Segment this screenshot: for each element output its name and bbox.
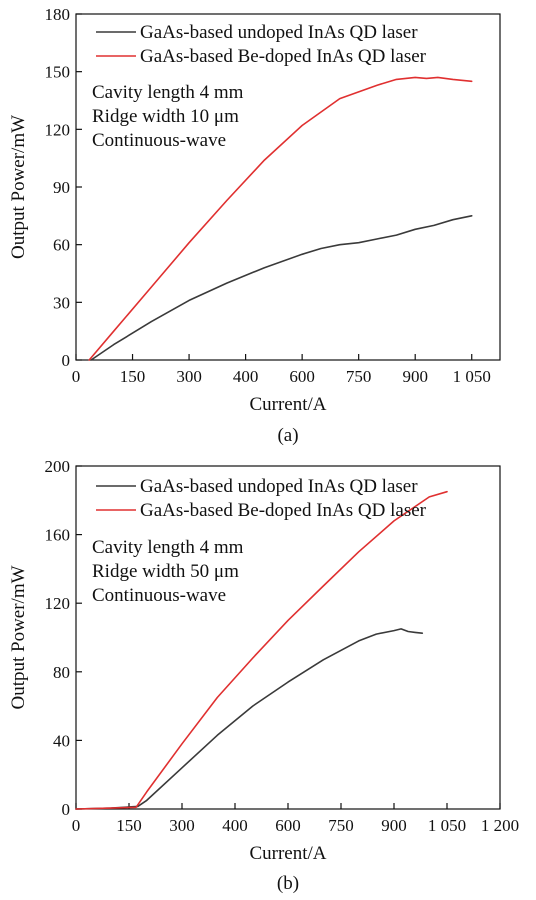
x-tick-label: 600 — [275, 816, 301, 835]
x-tick-label: 900 — [381, 816, 407, 835]
x-tick-label: 750 — [346, 367, 372, 386]
x-axis-title: Current/A — [249, 394, 326, 415]
legend: GaAs-based undoped InAs QD laser GaAs-bas… — [96, 476, 427, 521]
y-tick-label: 150 — [45, 63, 71, 82]
annotation-text: Continuous-wave — [92, 585, 226, 606]
annotation-text: Cavity length 4 mm — [92, 537, 244, 558]
x-tick-label: 750 — [328, 816, 354, 835]
y-tick-label: 120 — [45, 594, 71, 613]
series-line-be-doped — [88, 76, 473, 361]
chart-panel-b: 0 150 300 400 600 750 900 1 050 1 200 0 40 80 120 160… — [8, 457, 519, 894]
legend-entry: GaAs-based undoped InAs QD laser — [140, 22, 418, 43]
chart-panel-a: 0 150 300 400 600 750 900 1 050 0 30 60 90 120 150 180… — [8, 5, 501, 446]
x-axis-title: Current/A — [249, 843, 326, 864]
legend: GaAs-based undoped InAs QD laser GaAs-bas… — [96, 22, 427, 67]
x-tick-label: 150 — [120, 367, 146, 386]
x-tick-label: 0 — [72, 816, 81, 835]
x-tick-label: 400 — [222, 816, 248, 835]
x-tick-label: 300 — [169, 816, 195, 835]
panel-label: (b) — [277, 873, 299, 894]
y-tick-label: 180 — [45, 5, 71, 24]
y-tick-label: 160 — [45, 526, 71, 545]
x-tick-label: 0 — [72, 367, 81, 386]
y-tick-label: 40 — [53, 731, 70, 750]
legend-entry: GaAs-based undoped InAs QD laser — [140, 476, 418, 497]
x-tick-label: 1 200 — [481, 816, 519, 835]
annotation-text: Ridge width 10 μm — [92, 106, 239, 127]
annotation-text: Ridge width 50 μm — [92, 561, 239, 582]
y-tick-label: 0 — [62, 800, 71, 819]
panel-label: (a) — [277, 425, 298, 446]
x-tick-label: 1 050 — [428, 816, 466, 835]
x-tick-label: 150 — [116, 816, 142, 835]
y-axis-title: Output Power/mW — [8, 115, 29, 259]
annotation-text: Continuous-wave — [92, 130, 226, 151]
annotation-text: Cavity length 4 mm — [92, 82, 244, 103]
y-tick-label: 90 — [53, 178, 70, 197]
x-tick-label: 400 — [233, 367, 259, 386]
x-tick-label: 300 — [176, 367, 202, 386]
y-tick-label: 60 — [53, 236, 70, 255]
y-tick-label: 200 — [45, 457, 71, 476]
series-line-undoped — [75, 628, 424, 810]
legend-entry: GaAs-based Be-doped InAs QD laser — [140, 46, 427, 67]
y-tick-label: 30 — [53, 293, 70, 312]
y-tick-label: 80 — [53, 663, 70, 682]
x-tick-label: 600 — [289, 367, 315, 386]
legend-entry: GaAs-based Be-doped InAs QD laser — [140, 500, 427, 521]
y-tick-label: 0 — [62, 351, 71, 370]
y-axis-title: Output Power/mW — [8, 565, 29, 709]
y-tick-label: 120 — [45, 120, 71, 139]
x-tick-label: 900 — [402, 367, 428, 386]
series-line-undoped — [90, 215, 473, 361]
x-tick-label: 1 050 — [453, 367, 491, 386]
series-line-be-doped — [75, 490, 448, 810]
